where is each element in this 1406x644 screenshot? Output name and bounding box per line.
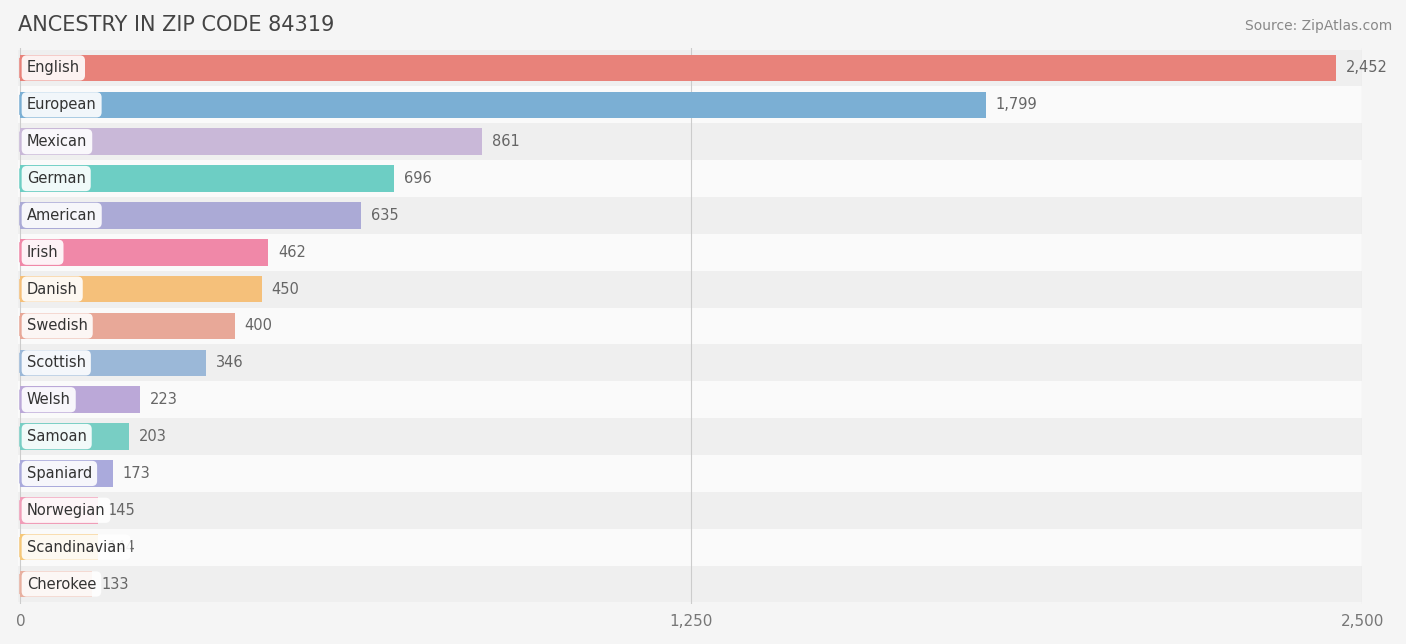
Bar (20, 497, 98, 524)
Text: Mexican: Mexican (27, 134, 87, 149)
Text: 400: 400 (245, 319, 273, 334)
Bar (20, 386, 141, 413)
Text: Danish: Danish (27, 281, 77, 297)
Text: American: American (27, 208, 97, 223)
Bar (20, 166, 394, 192)
Text: Scandinavian: Scandinavian (27, 540, 125, 554)
Text: 203: 203 (139, 429, 167, 444)
Text: 696: 696 (404, 171, 432, 186)
Bar (0, 197, 1406, 234)
Text: Spaniard: Spaniard (27, 466, 91, 481)
Text: 635: 635 (371, 208, 398, 223)
Bar (0, 123, 1406, 160)
Bar (0, 529, 1406, 565)
Text: Irish: Irish (27, 245, 59, 260)
Bar (20, 350, 207, 376)
Bar (0, 160, 1406, 197)
Bar (20, 571, 91, 597)
Text: 861: 861 (492, 134, 520, 149)
Text: 223: 223 (149, 392, 177, 407)
Bar (0, 455, 1406, 492)
Text: Scottish: Scottish (27, 355, 86, 370)
Bar (0, 418, 1406, 455)
Bar (0, 270, 1406, 308)
Bar (0, 86, 1406, 123)
Bar (20, 128, 482, 155)
Bar (0, 345, 1406, 381)
Text: German: German (27, 171, 86, 186)
Text: 450: 450 (271, 281, 299, 297)
Text: European: European (27, 97, 97, 112)
Text: Source: ZipAtlas.com: Source: ZipAtlas.com (1244, 19, 1392, 33)
Text: 1,799: 1,799 (995, 97, 1038, 112)
Text: 144: 144 (107, 540, 135, 554)
Bar (20, 202, 361, 229)
Text: 2,452: 2,452 (1346, 61, 1388, 75)
Bar (0, 308, 1406, 345)
Text: 133: 133 (101, 576, 129, 591)
Text: Samoan: Samoan (27, 429, 87, 444)
Text: 346: 346 (215, 355, 243, 370)
Text: Norwegian: Norwegian (27, 503, 105, 518)
Bar (0, 565, 1406, 602)
Text: English: English (27, 61, 80, 75)
Bar (20, 313, 235, 339)
Bar (20, 239, 269, 265)
Text: Cherokee: Cherokee (27, 576, 96, 591)
Text: 462: 462 (278, 245, 307, 260)
Bar (20, 460, 112, 487)
Text: 145: 145 (108, 503, 135, 518)
Text: 173: 173 (122, 466, 150, 481)
Bar (20, 534, 97, 560)
Text: Swedish: Swedish (27, 319, 87, 334)
Text: Welsh: Welsh (27, 392, 70, 407)
Bar (0, 492, 1406, 529)
Bar (0, 50, 1406, 86)
Bar (20, 91, 986, 118)
Bar (0, 234, 1406, 270)
Bar (20, 423, 129, 450)
Text: ANCESTRY IN ZIP CODE 84319: ANCESTRY IN ZIP CODE 84319 (18, 15, 335, 35)
Bar (0, 381, 1406, 418)
Bar (20, 55, 1337, 81)
Bar (20, 276, 262, 303)
